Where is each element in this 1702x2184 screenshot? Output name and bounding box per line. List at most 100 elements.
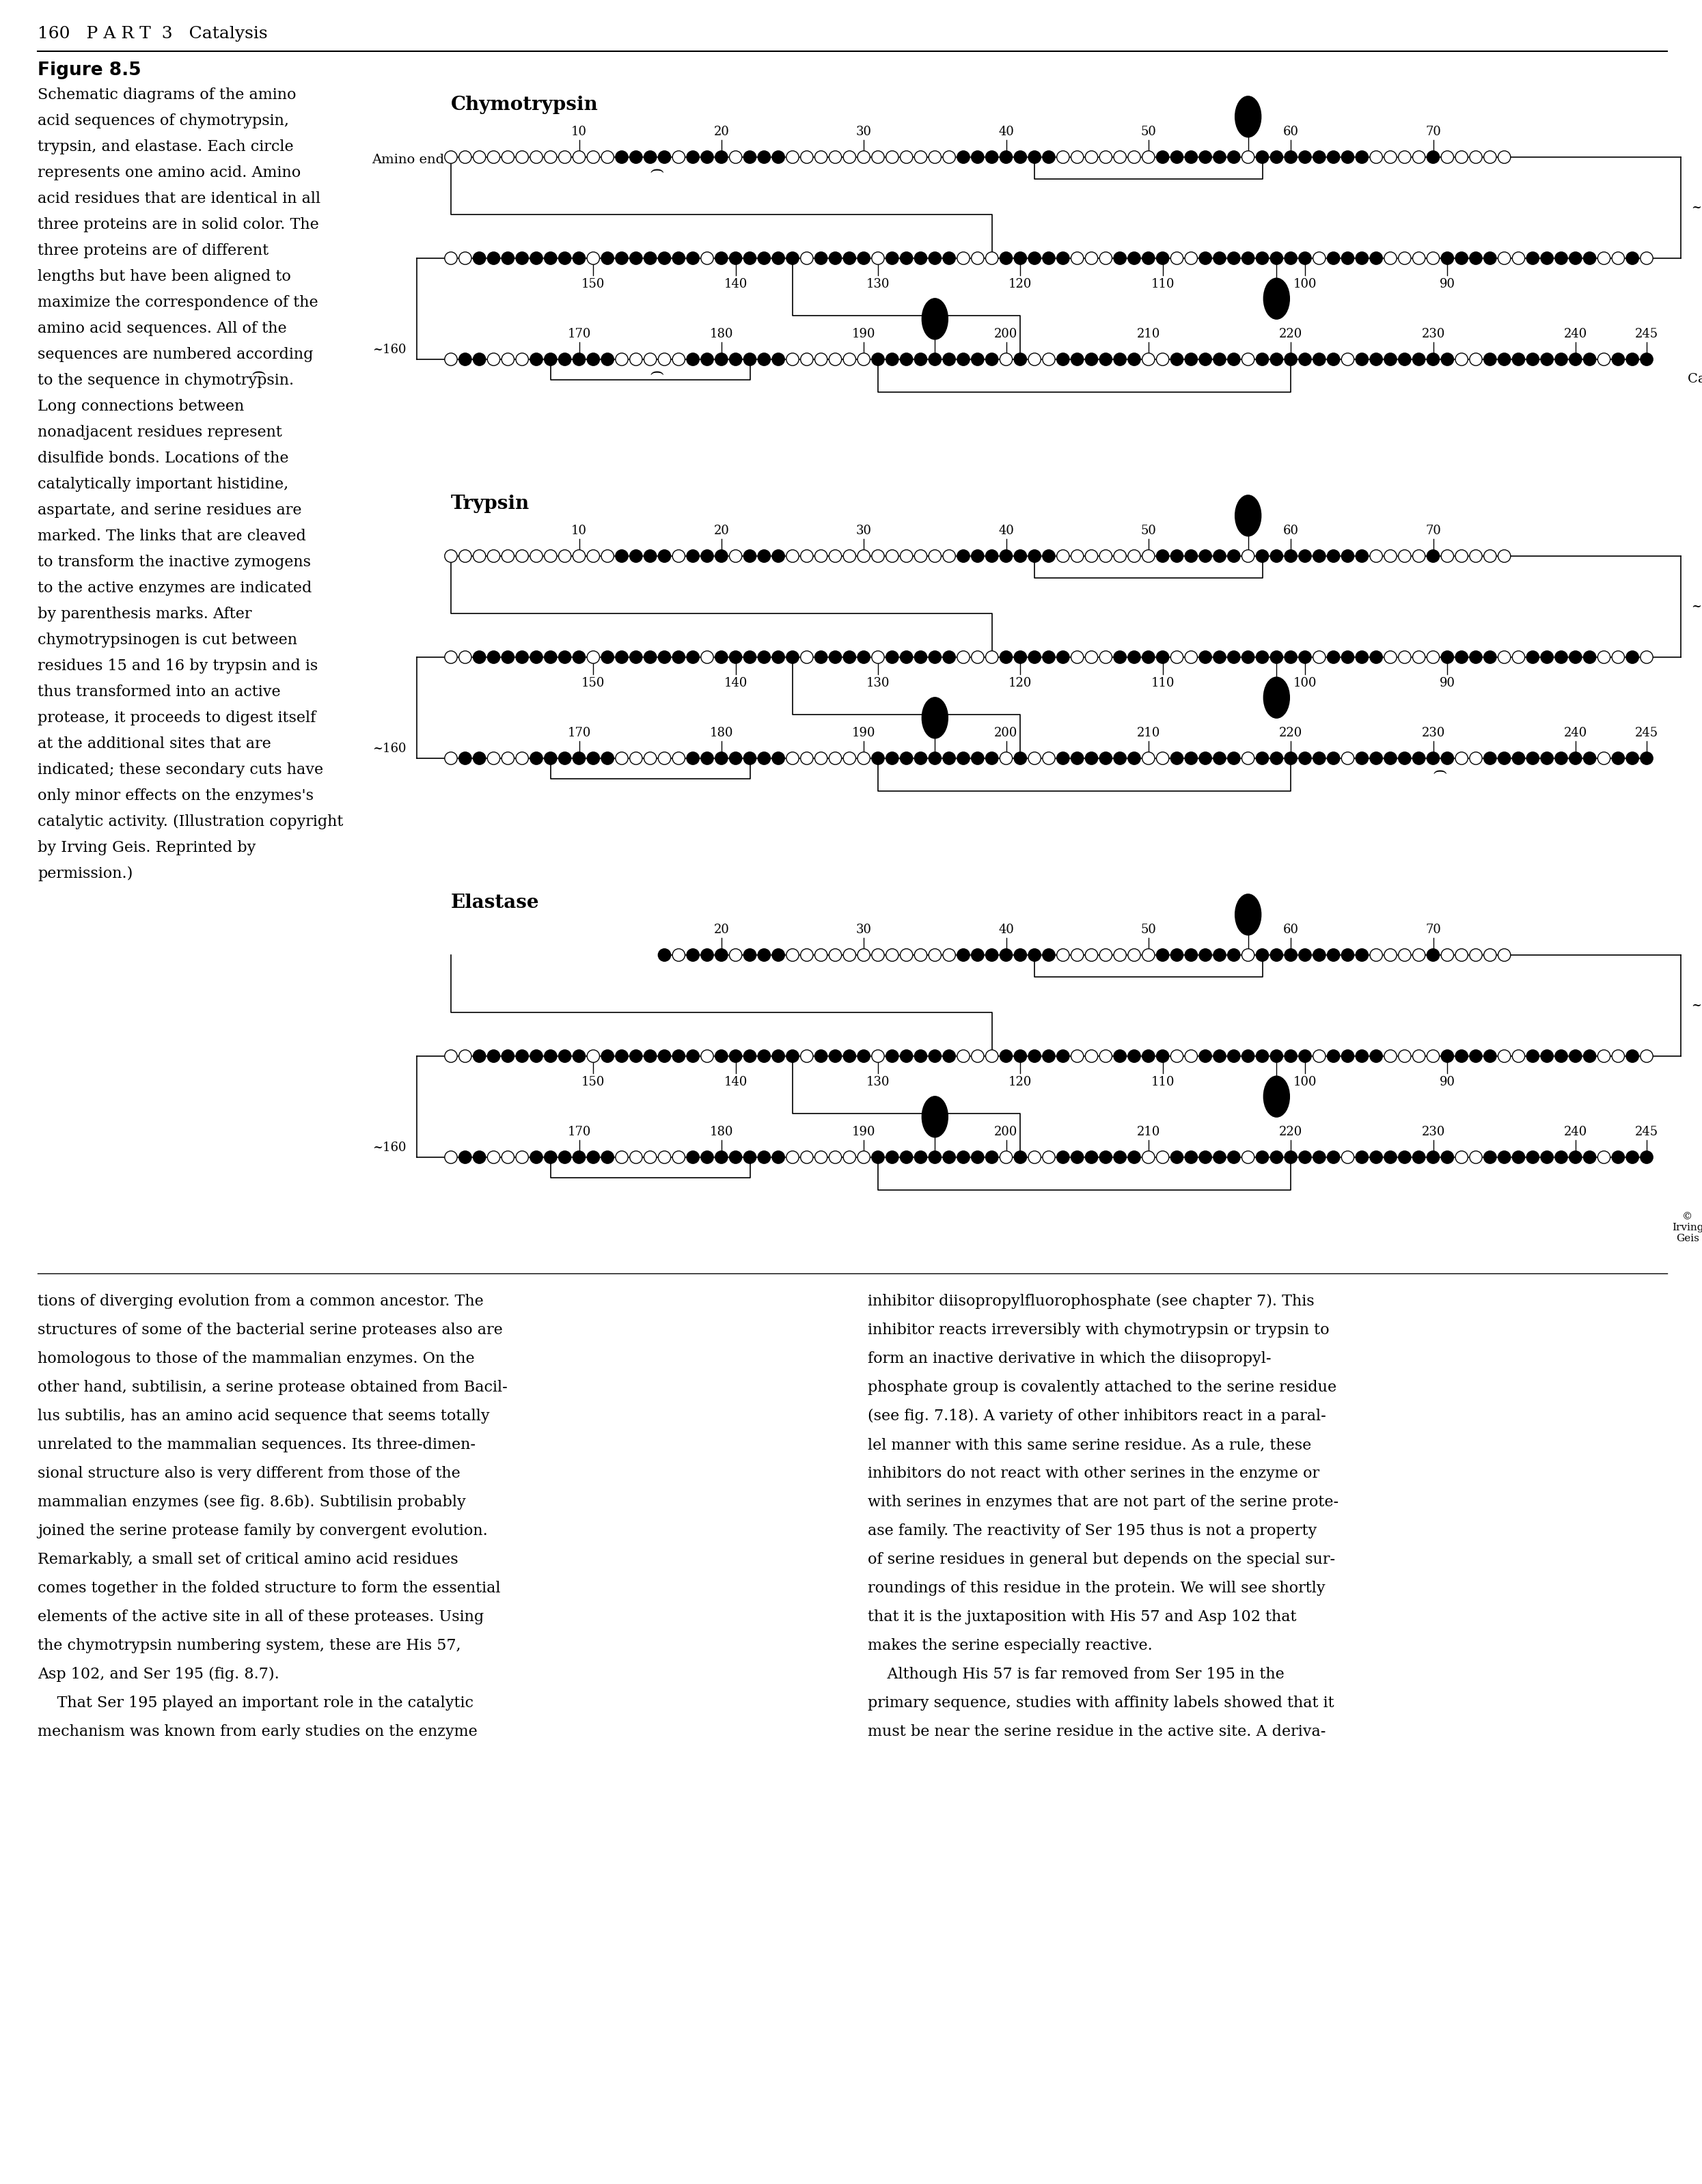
Circle shape: [800, 550, 814, 561]
Circle shape: [1113, 1051, 1127, 1061]
Circle shape: [858, 151, 870, 164]
Text: 90: 90: [1440, 677, 1455, 690]
Circle shape: [1156, 151, 1169, 164]
Circle shape: [1285, 251, 1297, 264]
Text: catalytic activity. (Illustration copyright: catalytic activity. (Illustration copyri…: [37, 815, 344, 830]
Circle shape: [1057, 948, 1069, 961]
Circle shape: [1214, 251, 1225, 264]
Circle shape: [1312, 151, 1326, 164]
Text: must be near the serine residue in the active site. A deriva-: must be near the serine residue in the a…: [868, 1723, 1326, 1738]
Circle shape: [630, 751, 642, 764]
Circle shape: [985, 151, 997, 164]
Circle shape: [730, 151, 742, 164]
Circle shape: [1556, 354, 1568, 365]
Circle shape: [686, 1151, 700, 1164]
Circle shape: [1156, 251, 1169, 264]
Circle shape: [1086, 550, 1098, 561]
Circle shape: [1341, 1151, 1355, 1164]
Circle shape: [1399, 354, 1411, 365]
Circle shape: [516, 251, 528, 264]
Text: Chymotrypsin: Chymotrypsin: [451, 96, 599, 114]
Circle shape: [773, 948, 785, 961]
Circle shape: [1442, 151, 1454, 164]
Text: 220: 220: [1280, 1125, 1302, 1138]
Circle shape: [574, 651, 585, 664]
Circle shape: [730, 550, 742, 561]
Circle shape: [529, 251, 543, 264]
Circle shape: [1299, 1151, 1311, 1164]
Circle shape: [1299, 1051, 1311, 1061]
Circle shape: [672, 651, 684, 664]
Circle shape: [1057, 251, 1069, 264]
Circle shape: [1583, 651, 1596, 664]
Circle shape: [643, 751, 657, 764]
Text: disulfide bonds. Locations of the: disulfide bonds. Locations of the: [37, 450, 289, 465]
Circle shape: [1612, 251, 1624, 264]
Text: Trypsin: Trypsin: [451, 494, 529, 513]
Circle shape: [815, 354, 827, 365]
Circle shape: [957, 354, 970, 365]
Circle shape: [1442, 1151, 1454, 1164]
Circle shape: [1256, 948, 1268, 961]
Circle shape: [672, 151, 684, 164]
Circle shape: [1598, 251, 1610, 264]
Circle shape: [1171, 550, 1183, 561]
Circle shape: [985, 1051, 997, 1061]
Circle shape: [1484, 354, 1496, 365]
Circle shape: [858, 354, 870, 365]
Text: 200: 200: [994, 727, 1018, 738]
Circle shape: [1356, 1051, 1368, 1061]
Circle shape: [1399, 251, 1411, 264]
Text: roundings of this residue in the protein. We will see shortly: roundings of this residue in the protein…: [868, 1581, 1326, 1597]
Circle shape: [1057, 651, 1069, 664]
Circle shape: [1540, 651, 1554, 664]
Circle shape: [1384, 354, 1397, 365]
Circle shape: [871, 251, 885, 264]
Circle shape: [786, 651, 798, 664]
Circle shape: [672, 550, 684, 561]
Circle shape: [730, 751, 742, 764]
Circle shape: [1099, 550, 1111, 561]
Circle shape: [1043, 1151, 1055, 1164]
Circle shape: [1185, 1051, 1198, 1061]
Text: 220: 220: [1280, 328, 1302, 341]
Circle shape: [1469, 151, 1482, 164]
Circle shape: [1299, 354, 1311, 365]
Circle shape: [1185, 151, 1198, 164]
Text: Remarkably, a small set of critical amino acid residues: Remarkably, a small set of critical amin…: [37, 1553, 458, 1568]
Text: 120: 120: [1009, 1077, 1031, 1088]
Text: inhibitor reacts irreversibly with chymotrypsin or trypsin to: inhibitor reacts irreversibly with chymo…: [868, 1324, 1329, 1337]
Circle shape: [1299, 550, 1311, 561]
Circle shape: [1484, 651, 1496, 664]
Circle shape: [887, 1151, 899, 1164]
Text: That Ser 195 played an important role in the catalytic: That Ser 195 played an important role in…: [37, 1695, 473, 1710]
Ellipse shape: [1236, 96, 1261, 138]
Circle shape: [1455, 751, 1467, 764]
Circle shape: [972, 948, 984, 961]
Circle shape: [1214, 1051, 1225, 1061]
Text: 60: 60: [1283, 127, 1299, 138]
Circle shape: [972, 354, 984, 365]
Circle shape: [786, 251, 798, 264]
Circle shape: [815, 1051, 827, 1061]
Circle shape: [943, 751, 955, 764]
Circle shape: [574, 151, 585, 164]
Circle shape: [1413, 1051, 1425, 1061]
Circle shape: [516, 751, 528, 764]
Circle shape: [715, 550, 728, 561]
Circle shape: [1455, 1151, 1467, 1164]
Circle shape: [1142, 151, 1154, 164]
Text: the chymotrypsin numbering system, these are His 57,: the chymotrypsin numbering system, these…: [37, 1638, 461, 1653]
Circle shape: [1569, 651, 1581, 664]
Circle shape: [574, 550, 585, 561]
Circle shape: [659, 1151, 671, 1164]
Circle shape: [929, 151, 941, 164]
Circle shape: [744, 948, 756, 961]
Circle shape: [545, 151, 557, 164]
Circle shape: [887, 948, 899, 961]
Circle shape: [1426, 1051, 1440, 1061]
Circle shape: [1413, 550, 1425, 561]
Circle shape: [502, 550, 514, 561]
Circle shape: [730, 251, 742, 264]
Text: 230: 230: [1421, 328, 1445, 341]
